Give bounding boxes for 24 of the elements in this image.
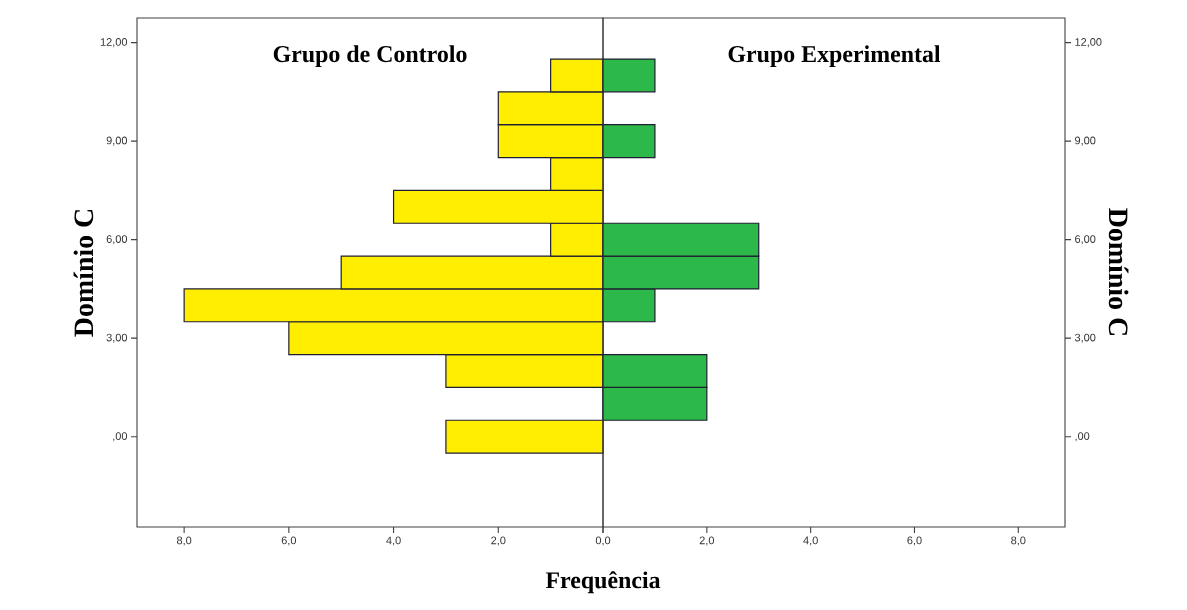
y-tick-label: 6,00 (106, 235, 128, 245)
x-tick-label: 4,0 (386, 536, 401, 546)
x-tick-label: 8,0 (176, 536, 192, 546)
text: Grupo Experimental (728, 45, 941, 67)
x-tick-label: 6,0 (907, 536, 922, 546)
x-tick-label: 6,0 (281, 536, 297, 546)
y-tick-label: 12,00 (1075, 38, 1102, 48)
y-tick-label: 9,00 (1075, 136, 1096, 146)
x-tick-label: 2,0 (491, 536, 506, 546)
y-tick-label: 3,00 (106, 333, 128, 343)
y-tick-label: 3,00 (1074, 333, 1096, 343)
y-tick-label: 12,00 (100, 38, 128, 48)
text: Grupo de Controlo (273, 45, 467, 67)
y-tick-label: ,00 (113, 432, 128, 442)
x-tick-label: 2,0 (699, 536, 715, 546)
x-axis-title: Frequência (545, 571, 661, 594)
y-tick-label: ,00 (1075, 432, 1090, 442)
x-tick-label: 4,0 (803, 536, 818, 546)
x-tick-label: 0,0 (595, 536, 611, 546)
y-axis-title: Domínio C (73, 209, 94, 337)
y-tick-label: 6,00 (1075, 235, 1096, 245)
y-axis-title: Domínio C (1108, 208, 1129, 336)
x-tick-label: 8,0 (1011, 536, 1026, 546)
y-tick-label: 9,00 (106, 136, 128, 146)
